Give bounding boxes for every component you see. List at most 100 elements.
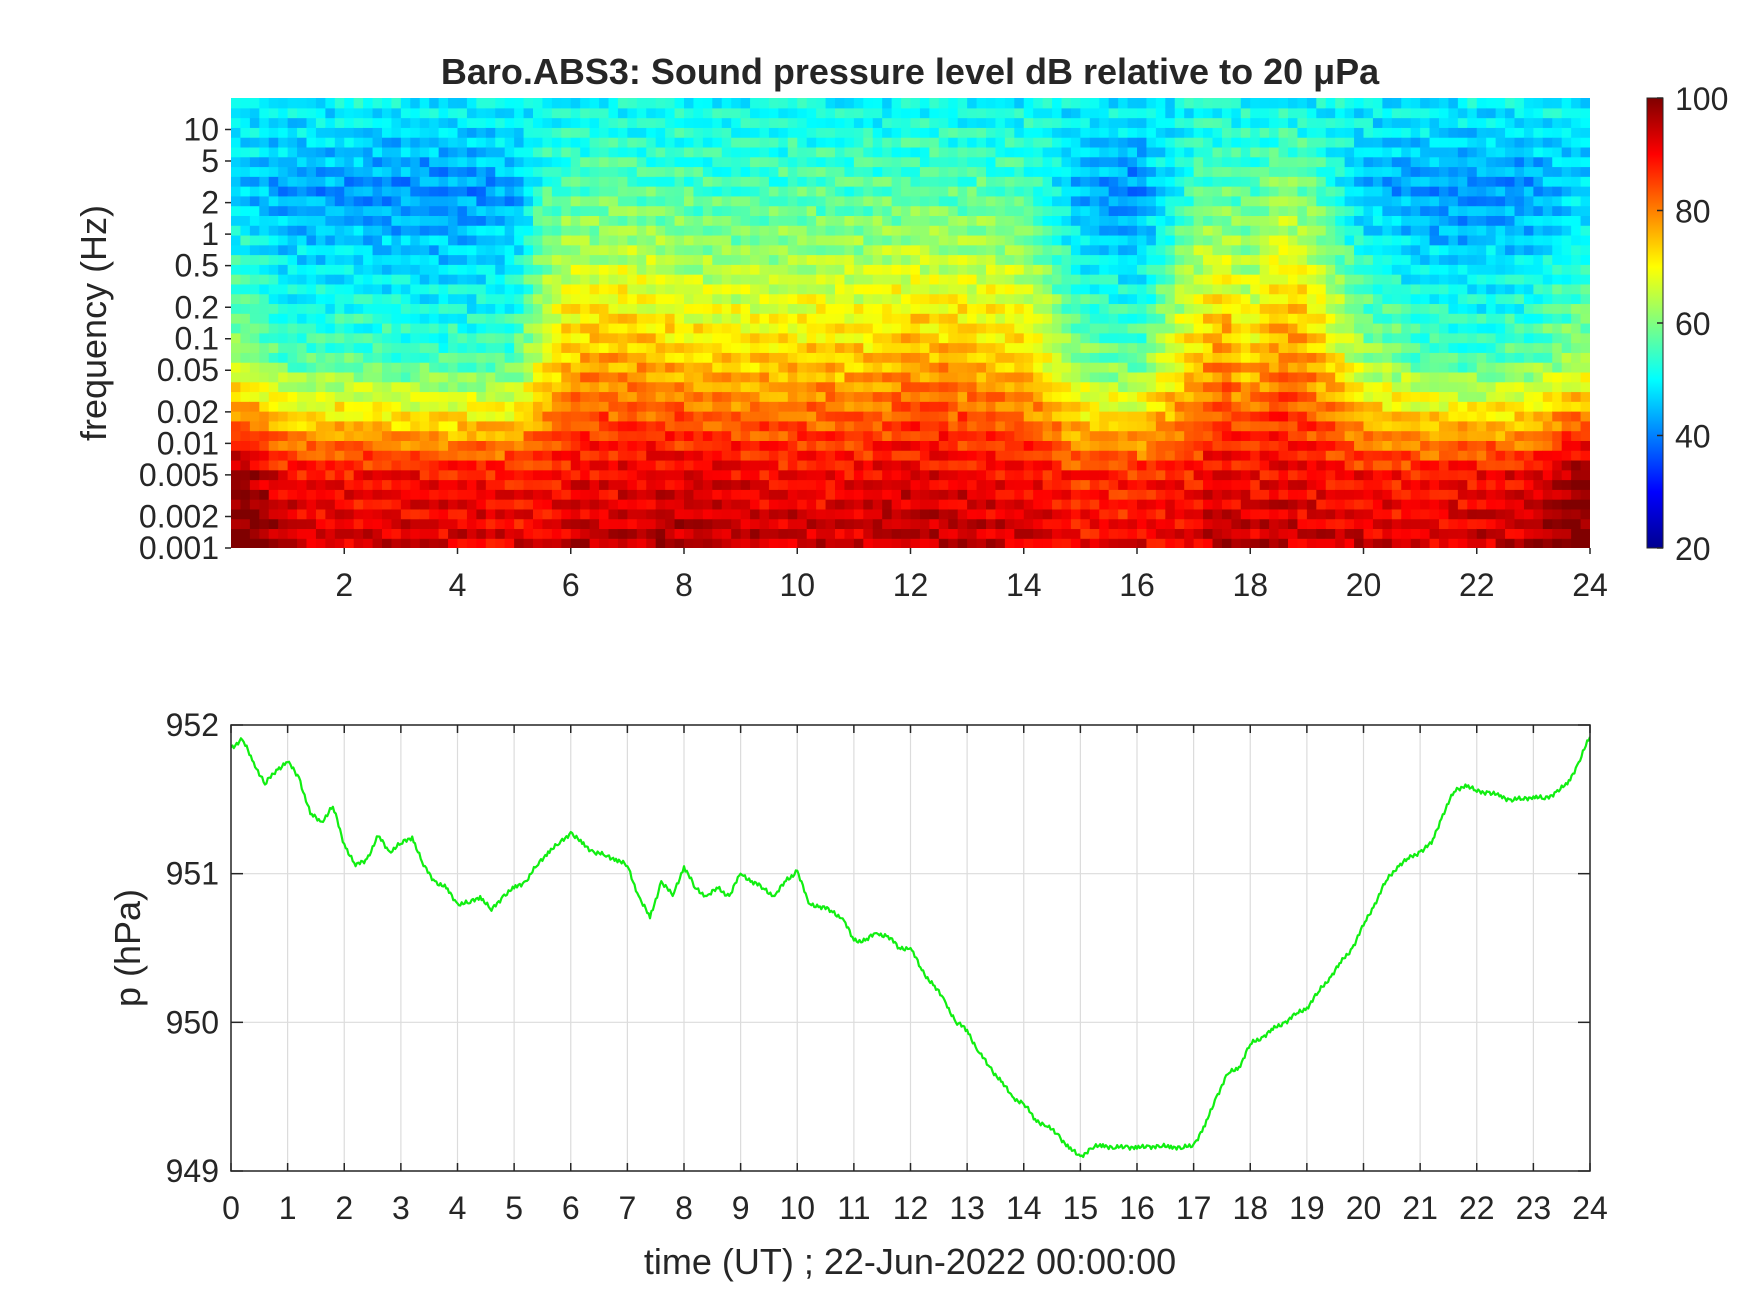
spectrogram-cell [259,499,270,510]
spectrogram-cell [457,205,468,216]
spectrogram-cell [353,371,364,383]
spectrogram-cell [363,391,374,402]
spectrogram-cell [1184,283,1195,295]
spectrogram-cell [1155,176,1166,187]
spectrogram-cell [995,146,1006,158]
spectrogram-cell [297,107,308,119]
spectrogram-cell [523,117,534,128]
spectrogram-cell [1212,342,1223,353]
spectrogram-cell [1174,499,1185,510]
spectrogram-cell [702,156,713,168]
spectrogram-cell [523,264,534,275]
spectrogram-cell [1118,254,1129,265]
spectrogram-cell [533,323,544,334]
spectrogram-cell [919,274,930,285]
spectrogram-cell [636,166,647,177]
spectrogram-cell [929,234,940,246]
spectrogram-cell [929,479,940,490]
spectrogram-cell [891,293,902,305]
spectrogram-cell [363,225,374,236]
spectrogram-cell [901,440,912,451]
spectrogram-cell [1052,215,1063,226]
spectrogram-cell [1146,323,1157,334]
spectrogram-cell [1033,381,1044,393]
spectrogram-cell [580,459,591,471]
spectrogram-cell [1033,450,1044,461]
spectrogram-cell [806,274,817,285]
spectrogram-cell [297,254,308,265]
spectrogram-cell [580,371,591,383]
spectrogram-cell [287,274,298,285]
spectrogram-cell [1042,234,1053,246]
spectrogram-cell [636,186,647,197]
spectrogram-cell [1052,244,1063,256]
spectrogram-cell [353,244,364,256]
spectrogram-cell [929,411,940,422]
spectrogram-cell [438,489,449,500]
spectrogram-cell [457,137,468,148]
spectrogram-cell [476,98,487,109]
spectrogram-cell [1193,313,1204,324]
spectrogram-cell [259,420,270,432]
spectrogram-cell [325,430,336,441]
spectrogram-cell [476,332,487,344]
spectrogram-cell [995,195,1006,207]
spectrogram-cell [759,156,770,168]
spectrogram-cell [693,205,704,216]
spectrogram-cell [1212,381,1223,393]
spectrogram-cell [986,117,997,128]
spectrogram-cell [561,156,572,168]
spectrogram-cell [278,411,289,422]
spectrogram-cell [1070,186,1081,197]
spectrogram-cell [891,244,902,256]
spectrogram-cell [1165,205,1176,216]
spectrogram-cell [1042,176,1053,187]
spectrogram-cell [1099,195,1110,207]
spectrogram-cell [891,127,902,138]
spectrogram-cell [278,538,289,548]
spectrogram-cell [231,313,242,324]
spectrogram-cell [551,234,562,246]
spectrogram-cell [438,303,449,314]
spectrogram-cell [1099,499,1110,510]
spectrogram-cell [495,332,506,344]
spectrogram-cell [712,117,723,128]
spectrogram-cell [1070,293,1081,305]
spectrogram-cell [363,264,374,275]
spectrogram-cell [551,538,562,548]
spectrogram-cell [1203,293,1214,305]
spectrogram-cell [1231,186,1242,197]
spectrogram-cell [1250,332,1261,344]
spectrogram-cell [712,234,723,246]
spectrogram-cell [1004,538,1015,548]
spectrogram-cell [617,176,628,187]
spectrogram-cell [419,371,430,383]
spectrogram-cell [419,489,430,500]
spectrogram-cell [438,176,449,187]
spectrogram-cell [863,244,874,256]
spectrogram-cell [844,205,855,216]
spectrogram-cell [495,518,506,530]
spectrogram-cell [1165,518,1176,530]
spectrogram-cell [929,528,940,539]
spectrogram-cell [372,362,383,373]
spectrogram-cell [1023,176,1034,187]
spectrogram-cell [731,450,742,461]
spectrogram-cell [249,362,260,373]
spectrogram-cell [325,283,336,295]
spectrogram-cell [523,146,534,158]
spectrogram-cell [287,176,298,187]
spectrogram-cell [1099,528,1110,539]
spectrogram-cell [1089,156,1100,168]
spectrogram-cell [249,313,260,324]
spectrogram-cell [561,186,572,197]
spectrogram-cell [599,323,610,334]
spectrogram-cell [891,234,902,246]
spectrogram-cell [1240,391,1251,402]
spectrogram-cell [910,215,921,226]
spectrogram-cell [646,313,657,324]
spectrogram-cell [287,117,298,128]
spectrogram-cell [1042,371,1053,383]
spectrogram-cell [542,195,553,207]
spectrogram-cell [1042,420,1053,432]
